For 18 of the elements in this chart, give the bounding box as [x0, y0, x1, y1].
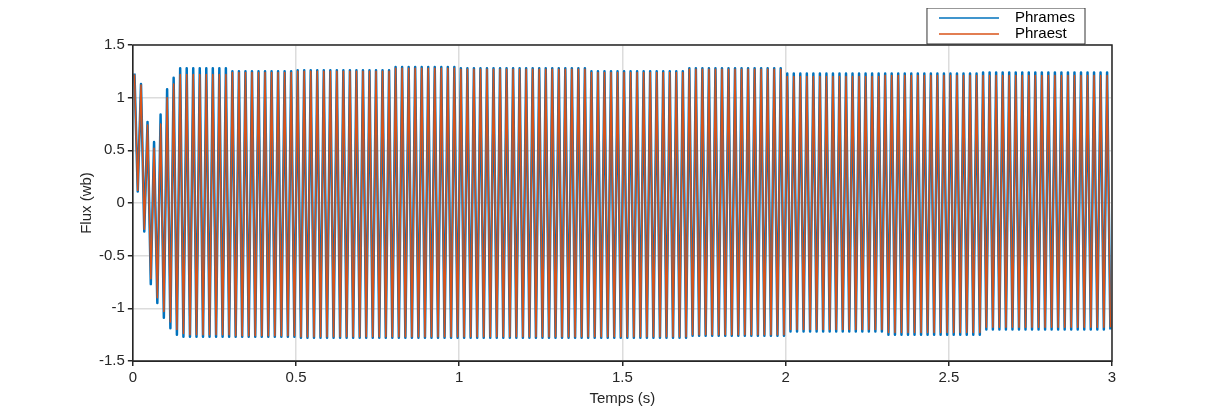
- x-tick-label: 1.5: [611, 368, 633, 386]
- x-tick-label: 2: [781, 368, 790, 386]
- legend-label: Phrames: [1014, 8, 1076, 26]
- y-tick-label: 0.5: [103, 140, 125, 158]
- legend-label: Phraest: [1014, 24, 1068, 42]
- x-tick-label: 2.5: [938, 368, 960, 386]
- y-tick-label: 0: [116, 193, 125, 211]
- y-tick-label: -0.5: [98, 245, 125, 263]
- x-tick-label: 1: [455, 368, 464, 386]
- y-tick-label: -1: [111, 298, 125, 316]
- x-axis-title: Temps (s): [589, 389, 656, 407]
- x-tick-label: 0: [128, 368, 138, 386]
- y-tick-label: -1.5: [98, 351, 125, 369]
- x-tick-label: 3: [1107, 368, 1117, 386]
- x-tick-label: 0.5: [285, 368, 307, 386]
- y-tick-label: 1.5: [103, 35, 125, 53]
- y-tick-label: 1: [116, 87, 125, 105]
- y-axis-title: Flux (wb): [77, 172, 95, 234]
